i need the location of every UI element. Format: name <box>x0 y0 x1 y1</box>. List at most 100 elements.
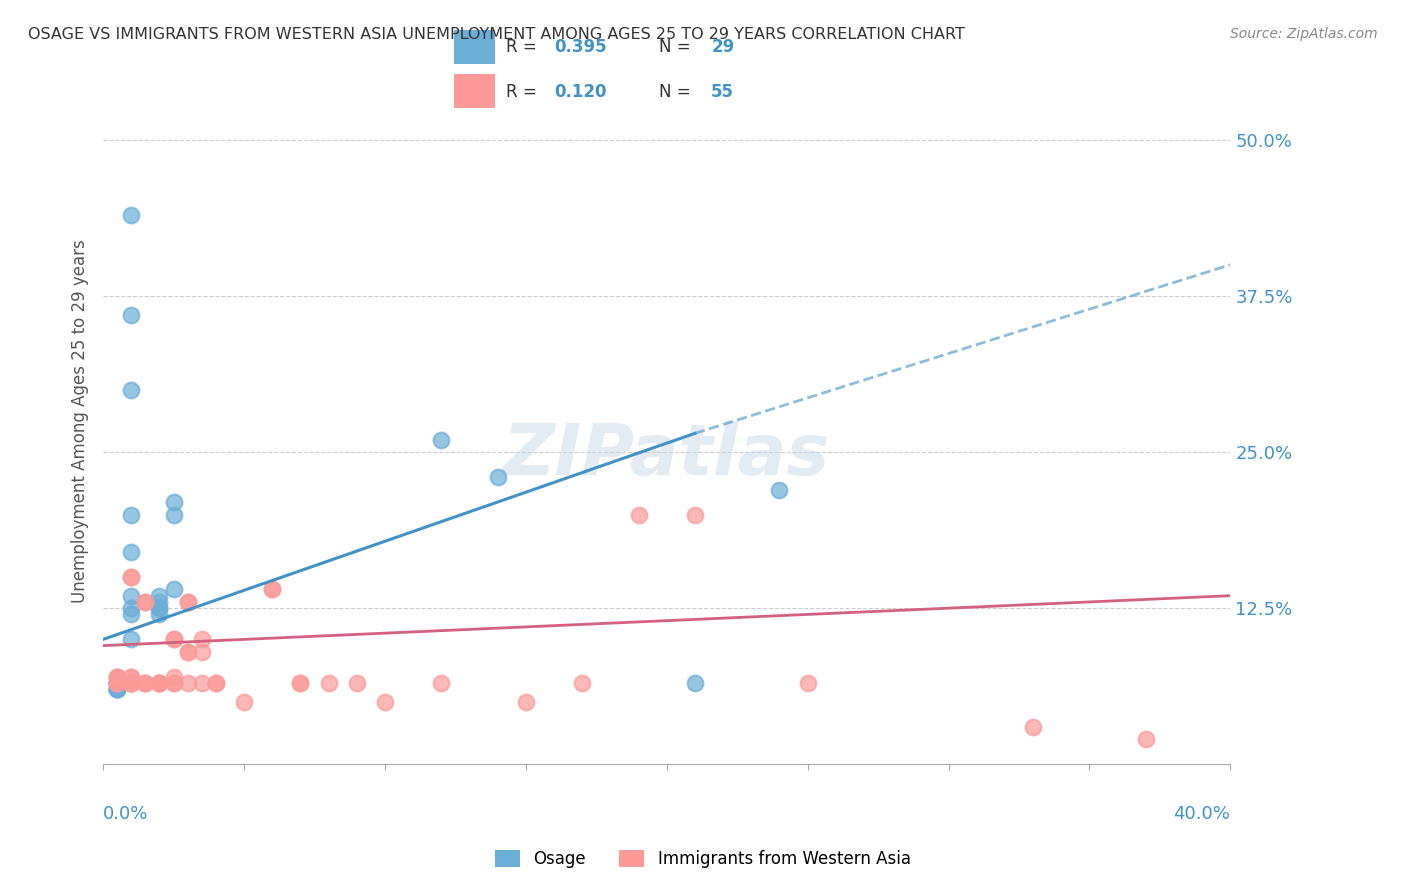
Y-axis label: Unemployment Among Ages 25 to 29 years: Unemployment Among Ages 25 to 29 years <box>72 239 89 603</box>
Text: N =: N = <box>659 83 696 101</box>
Point <box>105 682 128 697</box>
Text: 55: 55 <box>711 83 734 101</box>
Point <box>233 695 256 709</box>
Point <box>148 601 170 615</box>
Point <box>176 645 198 659</box>
Point <box>148 676 170 690</box>
Text: 0.120: 0.120 <box>554 83 607 101</box>
Point <box>148 595 170 609</box>
Point <box>627 508 650 522</box>
Point <box>105 676 128 690</box>
Point <box>120 670 142 684</box>
Point <box>120 676 142 690</box>
Point <box>190 676 212 690</box>
Point <box>176 595 198 609</box>
Point <box>120 676 142 690</box>
Point <box>683 508 706 522</box>
Point <box>148 676 170 690</box>
Point <box>190 645 212 659</box>
Point <box>515 695 537 709</box>
Point <box>205 676 228 690</box>
Point <box>120 607 142 622</box>
Point <box>105 682 128 697</box>
Text: Source: ZipAtlas.com: Source: ZipAtlas.com <box>1230 27 1378 41</box>
Point <box>134 595 156 609</box>
Point <box>683 676 706 690</box>
Text: 29: 29 <box>711 37 734 55</box>
Point <box>120 676 142 690</box>
Point <box>162 632 184 647</box>
Point <box>290 676 312 690</box>
Point <box>105 676 128 690</box>
Point <box>134 595 156 609</box>
Text: 0.0%: 0.0% <box>103 805 149 823</box>
Point <box>105 670 128 684</box>
Point <box>374 695 396 709</box>
Point <box>162 508 184 522</box>
Point <box>105 682 128 697</box>
Point <box>176 645 198 659</box>
Point <box>120 632 142 647</box>
Point <box>262 582 284 597</box>
Point <box>134 676 156 690</box>
Point <box>571 676 593 690</box>
Point <box>120 570 142 584</box>
Point <box>148 589 170 603</box>
Point <box>134 676 156 690</box>
Point <box>148 676 170 690</box>
Point <box>120 383 142 397</box>
Point <box>346 676 368 690</box>
Point <box>120 545 142 559</box>
Text: ZIPatlas: ZIPatlas <box>503 421 831 490</box>
Point <box>148 676 170 690</box>
Text: 0.395: 0.395 <box>554 37 607 55</box>
Point <box>120 508 142 522</box>
Point <box>430 433 453 447</box>
Point <box>430 676 453 690</box>
Point <box>120 570 142 584</box>
Point <box>120 601 142 615</box>
Point <box>120 676 142 690</box>
Point <box>105 676 128 690</box>
Bar <box>454 30 495 64</box>
Point <box>148 607 170 622</box>
Point <box>105 670 128 684</box>
Point <box>486 470 509 484</box>
Point <box>290 676 312 690</box>
Point <box>768 483 790 497</box>
Point <box>162 676 184 690</box>
Text: R =: R = <box>506 83 543 101</box>
Text: OSAGE VS IMMIGRANTS FROM WESTERN ASIA UNEMPLOYMENT AMONG AGES 25 TO 29 YEARS COR: OSAGE VS IMMIGRANTS FROM WESTERN ASIA UN… <box>28 27 965 42</box>
Point <box>205 676 228 690</box>
Point <box>1022 720 1045 734</box>
Point <box>190 632 212 647</box>
Text: R =: R = <box>506 37 543 55</box>
Bar <box>454 74 495 108</box>
Point <box>162 670 184 684</box>
Point <box>105 670 128 684</box>
Point <box>134 676 156 690</box>
Point <box>318 676 340 690</box>
Point <box>105 676 128 690</box>
Point <box>262 582 284 597</box>
Point <box>120 676 142 690</box>
Point <box>162 676 184 690</box>
Point <box>162 582 184 597</box>
Point <box>105 676 128 690</box>
Point <box>120 670 142 684</box>
Point <box>148 601 170 615</box>
Point <box>1135 732 1157 747</box>
Point <box>176 676 198 690</box>
Point <box>105 676 128 690</box>
Point <box>120 308 142 322</box>
Text: 40.0%: 40.0% <box>1174 805 1230 823</box>
Point <box>105 682 128 697</box>
Point <box>162 495 184 509</box>
Legend: Osage, Immigrants from Western Asia: Osage, Immigrants from Western Asia <box>488 843 918 875</box>
Point <box>162 632 184 647</box>
Point <box>120 208 142 222</box>
Point <box>796 676 818 690</box>
Text: N =: N = <box>659 37 696 55</box>
Point <box>176 595 198 609</box>
Point <box>120 589 142 603</box>
